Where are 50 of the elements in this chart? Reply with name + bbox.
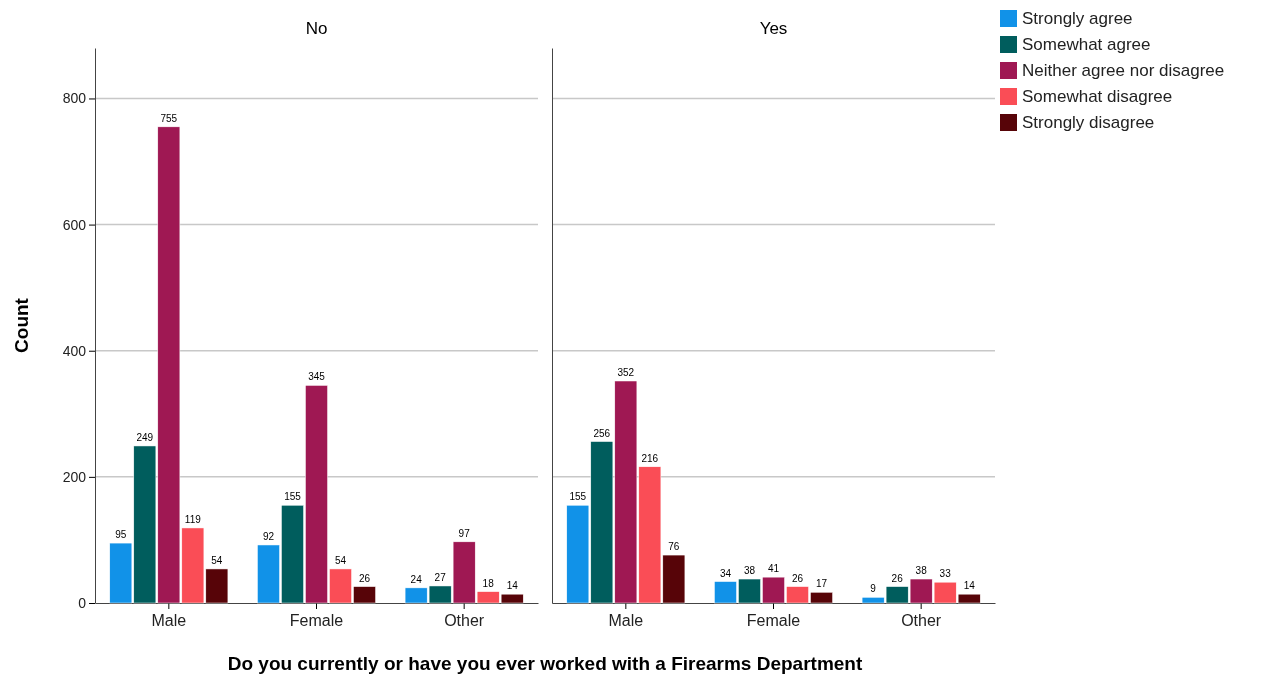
data-label: 27 bbox=[434, 571, 447, 583]
data-label: 26 bbox=[358, 572, 371, 584]
x-tick-label: Female bbox=[746, 612, 801, 630]
data-label: 34 bbox=[719, 567, 732, 579]
data-label: 256 bbox=[593, 427, 611, 439]
data-label: 14 bbox=[963, 580, 976, 592]
legend-label: Strongly agree bbox=[1022, 9, 1133, 28]
data-label: 54 bbox=[211, 554, 223, 566]
x-tick-label: Male bbox=[151, 612, 187, 630]
legend-label: Neither agree nor disagree bbox=[1022, 61, 1225, 80]
data-label: 345 bbox=[308, 371, 326, 383]
y-tick-label: 800 bbox=[62, 90, 87, 107]
data-label: 26 bbox=[891, 572, 904, 584]
x-tick-label: Other bbox=[901, 612, 942, 630]
data-label: 17 bbox=[815, 578, 828, 590]
legend-label: Strongly disagree bbox=[1022, 113, 1155, 132]
data-label: 755 bbox=[160, 112, 178, 124]
data-label: 92 bbox=[262, 530, 275, 542]
x-axis-title: Do you currently or have you ever worked with a Firearms Department bbox=[227, 653, 863, 674]
data-label: 249 bbox=[136, 431, 154, 443]
chart-title: No bbox=[305, 19, 328, 38]
chart-title: Yes bbox=[759, 19, 788, 38]
data-label: 14 bbox=[506, 580, 519, 592]
data-label: 18 bbox=[482, 577, 495, 589]
data-label: 155 bbox=[284, 491, 302, 503]
x-tick-label: Female bbox=[289, 612, 344, 630]
data-label: 38 bbox=[743, 565, 756, 577]
data-label: 352 bbox=[617, 367, 635, 378]
legend-label: Somewhat disagree bbox=[1022, 87, 1173, 106]
legend-label: Somewhat agree bbox=[1022, 35, 1151, 54]
y-tick-label: 200 bbox=[62, 468, 87, 485]
y-axis-title: Count bbox=[11, 297, 32, 353]
x-tick-label: Other bbox=[444, 612, 485, 630]
data-label: 119 bbox=[184, 513, 202, 525]
y-tick-label: 600 bbox=[62, 216, 87, 233]
data-label: 24 bbox=[410, 573, 423, 585]
data-label: 97 bbox=[458, 527, 471, 539]
y-tick-label: 400 bbox=[62, 342, 87, 359]
data-label: 95 bbox=[115, 529, 127, 541]
data-label: 41 bbox=[767, 563, 780, 575]
data-label: 38 bbox=[915, 565, 928, 577]
data-label: 33 bbox=[939, 568, 952, 580]
data-label: 155 bbox=[569, 491, 587, 503]
data-label: 76 bbox=[668, 541, 680, 553]
data-label: 9 bbox=[870, 583, 877, 595]
data-label: 216 bbox=[641, 452, 659, 464]
y-tick-label: 0 bbox=[78, 594, 87, 611]
data-label: 54 bbox=[334, 554, 347, 566]
data-label: 26 bbox=[791, 572, 804, 584]
x-tick-label: Male bbox=[608, 612, 644, 630]
